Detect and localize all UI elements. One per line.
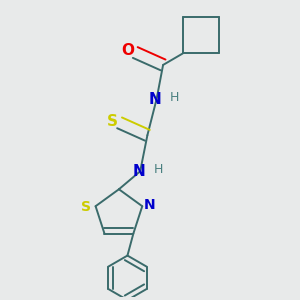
Text: S: S	[107, 114, 118, 129]
Text: H: H	[170, 91, 179, 104]
Text: N: N	[144, 198, 155, 212]
Text: H: H	[154, 163, 163, 176]
Text: O: O	[122, 44, 135, 59]
Text: S: S	[81, 200, 92, 214]
Text: N: N	[132, 164, 145, 179]
Text: N: N	[148, 92, 161, 107]
